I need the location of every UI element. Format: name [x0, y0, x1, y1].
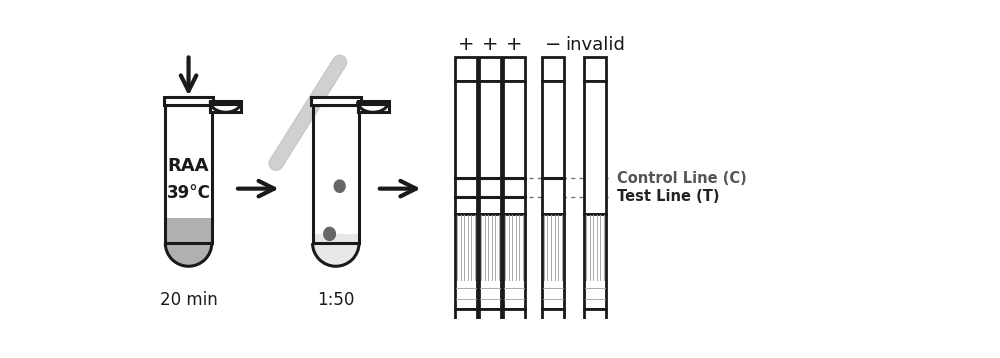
- Bar: [311, 97, 361, 105]
- Wedge shape: [313, 243, 359, 266]
- Bar: [584, 57, 606, 82]
- Text: +: +: [458, 35, 474, 54]
- Bar: [164, 97, 213, 105]
- Bar: [503, 214, 525, 309]
- Bar: [542, 82, 564, 214]
- Bar: [542, 57, 564, 82]
- Bar: [165, 105, 212, 243]
- Bar: [455, 57, 477, 82]
- Text: +: +: [506, 35, 522, 54]
- Bar: [313, 105, 359, 243]
- Bar: [542, 309, 564, 320]
- Bar: [166, 218, 211, 243]
- Bar: [165, 105, 212, 243]
- Bar: [358, 105, 388, 112]
- Text: 39°C: 39°C: [167, 184, 210, 203]
- Bar: [584, 309, 606, 320]
- Text: +: +: [482, 35, 498, 54]
- Bar: [584, 214, 606, 309]
- Text: 1:50: 1:50: [317, 291, 354, 309]
- Bar: [313, 234, 358, 243]
- Bar: [503, 82, 525, 214]
- Wedge shape: [358, 101, 388, 116]
- Bar: [542, 214, 564, 309]
- Bar: [313, 105, 359, 243]
- Bar: [479, 214, 501, 309]
- Text: RAA: RAA: [168, 157, 209, 175]
- Bar: [455, 82, 477, 214]
- Bar: [584, 82, 606, 214]
- Bar: [479, 82, 501, 214]
- Polygon shape: [334, 180, 345, 192]
- Bar: [455, 214, 477, 309]
- Bar: [503, 57, 525, 82]
- Bar: [479, 309, 501, 320]
- Polygon shape: [324, 227, 335, 241]
- Bar: [455, 309, 477, 320]
- Text: 20 min: 20 min: [160, 291, 217, 309]
- Text: −: −: [545, 35, 561, 54]
- Text: Control Line (C): Control Line (C): [617, 171, 746, 186]
- Wedge shape: [166, 243, 211, 266]
- Bar: [479, 57, 501, 82]
- Text: invalid: invalid: [565, 36, 625, 54]
- Bar: [210, 105, 241, 112]
- Wedge shape: [210, 101, 241, 116]
- Text: Test Line (T): Test Line (T): [617, 189, 719, 204]
- Bar: [503, 309, 525, 320]
